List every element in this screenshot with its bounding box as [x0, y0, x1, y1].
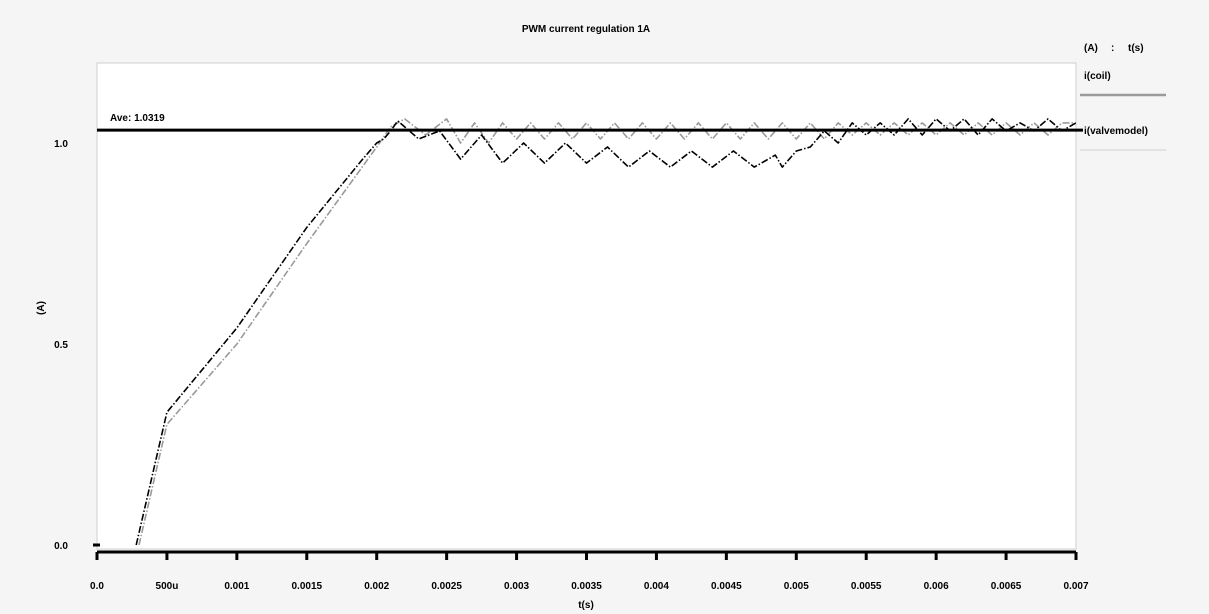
x-tick-label: 0.007 [1063, 581, 1088, 592]
legend-header-unit: (A) [1084, 43, 1098, 54]
x-tick-label: 0.003 [504, 581, 529, 592]
x-tick-label: 0.0035 [571, 581, 602, 592]
legend-header-xunit: t(s) [1128, 43, 1144, 54]
x-tick-label: 0.0025 [431, 581, 462, 592]
y-axis-title: (A) [36, 301, 47, 315]
axes: 0.0 500u 0.001 0.0015 0.002 0.0025 0.003 0.0035… [54, 139, 1089, 592]
x-tick-label: 0.0065 [991, 581, 1022, 592]
x-tick-label: 500u [156, 581, 179, 592]
x-tick-label: 0.005 [784, 581, 809, 592]
y-tick-label: 0.0 [54, 541, 68, 552]
y-tick-label: 1.0 [54, 139, 68, 150]
x-tick-label: 0.0015 [291, 581, 322, 592]
x-tick-label: 0.001 [224, 581, 249, 592]
reference-layer: Ave: 1.0319 [97, 113, 1083, 132]
legend-header: (A) : t(s) [1084, 43, 1144, 54]
series-line [135, 118, 1077, 546]
average-label: Ave: 1.0319 [110, 113, 165, 124]
legend: i(coil) i(valvemodel) [1080, 71, 1166, 151]
legend-label: i(coil) [1084, 71, 1111, 82]
x-axis-title: t(s) [578, 600, 594, 611]
chart-title: PWM current regulation 1A [522, 24, 650, 35]
x-tick-label: 0.0045 [711, 581, 742, 592]
x-tick-label: 0.006 [924, 581, 949, 592]
x-tick-label: 0.0 [90, 581, 104, 592]
x-tick-label: 0.0055 [851, 581, 882, 592]
x-tick-label: 0.002 [364, 581, 389, 592]
legend-header-separator: : [1111, 43, 1114, 54]
x-tick-label: 0.004 [644, 581, 669, 592]
legend-label: i(valvemodel) [1084, 126, 1148, 137]
y-tick-label: 0.5 [54, 340, 68, 351]
plot-area [96, 62, 1077, 550]
